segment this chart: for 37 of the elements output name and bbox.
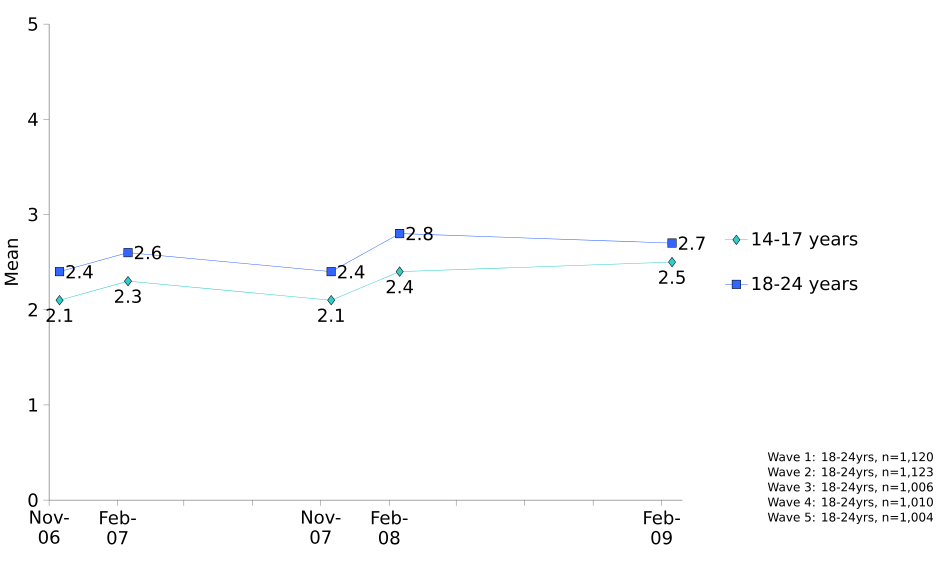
x-tick-label: Nov-07	[302, 510, 340, 544]
y-tick-label: 3	[28, 208, 38, 222]
point	[55, 267, 64, 276]
data-label: 2.7	[678, 236, 705, 250]
text: Wave 1: 18-24yrs, n=1,120	[768, 452, 933, 464]
legend-label: 14-17 years	[752, 232, 858, 250]
y-tick-label: 0	[28, 493, 38, 507]
point	[326, 267, 336, 276]
text: Wave 4: 18-24yrs, n=1,010	[768, 497, 933, 509]
y-tick-label: 4	[28, 112, 38, 126]
text: Wave 2: 18-24yrs, n=1,123	[768, 467, 933, 479]
y-tick-label: 2	[28, 303, 37, 316]
y-axis-title: Mean	[4, 239, 18, 285]
data-label: 2.4	[386, 280, 413, 294]
point	[56, 295, 64, 306]
point	[395, 229, 404, 238]
data-label: 2.3	[115, 289, 141, 304]
point	[124, 276, 132, 286]
y-tick-label: 1	[29, 398, 38, 412]
x-tick-label: Feb-08	[372, 510, 408, 544]
point	[396, 266, 404, 277]
data-label: 2.4	[338, 264, 364, 278]
data-label: 2.1	[318, 308, 344, 322]
y-tick-label: 5	[28, 17, 38, 31]
point	[668, 238, 677, 248]
x-tick-label: Feb-09	[644, 510, 680, 544]
point	[123, 248, 133, 258]
x-tick-label: Nov-06	[30, 510, 69, 544]
text: Wave 3: 18-24yrs, n=1,006	[768, 482, 933, 494]
data-label: 2.1	[46, 308, 72, 322]
legend-label: 18-24 years	[752, 276, 858, 294]
data-label: 2.4	[66, 264, 93, 278]
point	[668, 257, 676, 268]
point	[327, 295, 336, 306]
x-tick-label: Feb-07	[100, 510, 136, 544]
text: Wave 5: 18-24yrs, n=1,004	[768, 512, 934, 524]
data-label: 2.5	[659, 270, 685, 284]
